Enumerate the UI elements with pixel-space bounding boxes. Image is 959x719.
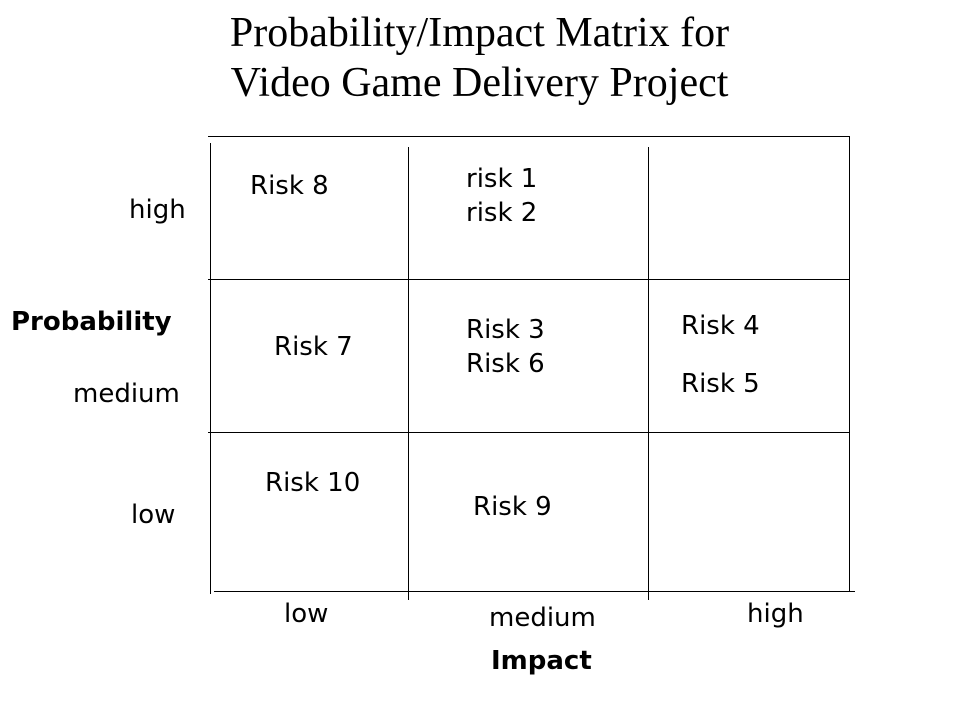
cell-medium-probability-low-impact: Risk 7	[274, 330, 353, 364]
risk-item: risk 2	[466, 198, 538, 228]
cell-low-probability-low-impact: Risk 10	[265, 466, 360, 500]
impact-level-low: low	[284, 599, 329, 629]
probability-level-high: high	[129, 195, 186, 225]
risk-item: risk 1	[466, 164, 538, 194]
impact-level-medium: medium	[489, 603, 596, 633]
grid-line-high-medium	[208, 279, 849, 280]
cell-medium-probability-medium-impact: Risk 3 Risk 6	[466, 313, 545, 381]
probability-axis-label: Probability	[11, 307, 172, 337]
cell-medium-probability-high-impact: Risk 4 Risk 5	[681, 297, 760, 413]
risk-item: Risk 10	[265, 468, 361, 498]
matrix-title: Probability/Impact Matrix for Video Game…	[0, 8, 959, 108]
cell-low-probability-medium-impact: Risk 9	[473, 490, 552, 524]
grid-bottom-line	[214, 591, 855, 592]
risk-item: Risk 8	[250, 171, 329, 201]
probability-level-low: low	[131, 500, 176, 530]
risk-item: Risk 6	[466, 349, 545, 379]
impact-axis-label: Impact	[491, 646, 592, 676]
risk-item: Risk 5	[681, 369, 760, 399]
grid-top-line	[208, 136, 849, 137]
risk-item: Risk 9	[473, 492, 552, 522]
grid-line-medium-low	[208, 432, 849, 433]
grid-left-line	[210, 143, 211, 594]
cell-high-probability-medium-impact: risk 1 risk 2	[466, 162, 537, 230]
title-line-2: Video Game Delivery Project	[230, 60, 729, 106]
title-line-1: Probability/Impact Matrix for	[229, 10, 730, 56]
probability-level-medium: medium	[73, 379, 180, 409]
grid-line-low-medium	[408, 147, 409, 600]
risk-item: Risk 4	[681, 311, 760, 341]
grid-line-medium-high	[648, 147, 649, 600]
cell-high-probability-low-impact: Risk 8	[250, 169, 329, 203]
impact-level-high: high	[747, 599, 804, 629]
risk-item: Risk 3	[466, 315, 545, 345]
risk-item: Risk 7	[274, 332, 353, 362]
grid-right-line	[849, 136, 850, 591]
